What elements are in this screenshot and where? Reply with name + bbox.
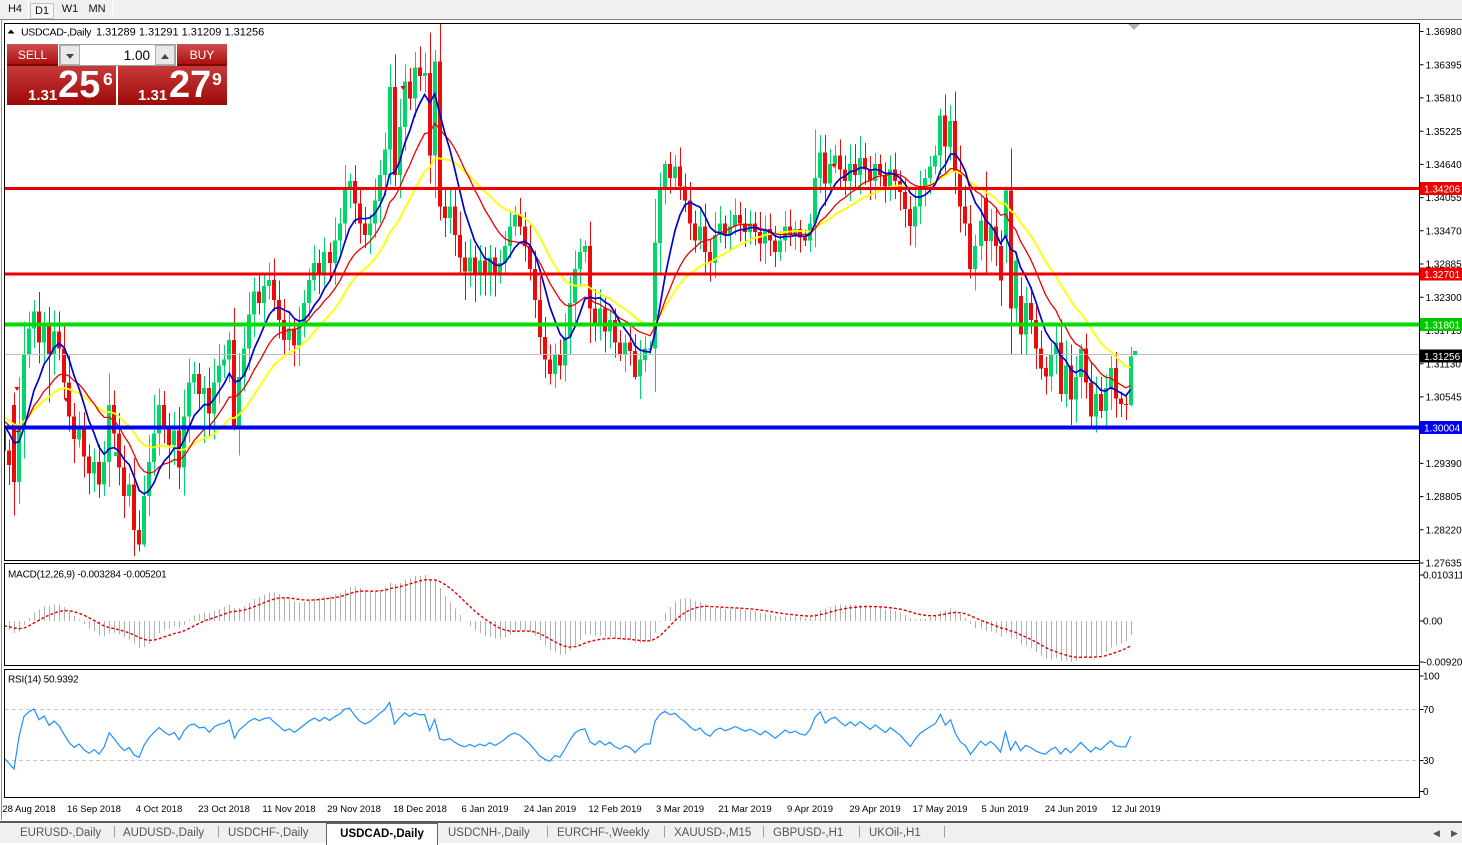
svg-text:1.31289 1.31291 1.31209 1.3125: 1.31289 1.31291 1.31209 1.31256 (96, 27, 264, 39)
svg-text:11 Nov 2018: 11 Nov 2018 (262, 804, 315, 815)
svg-text:1.36980: 1.36980 (1426, 27, 1462, 38)
svg-text:1.32701: 1.32701 (1424, 270, 1461, 281)
svg-text:0.010311: 0.010311 (1423, 571, 1462, 582)
svg-text:5 Jun 2019: 5 Jun 2019 (981, 804, 1028, 815)
svg-text:RSI(14) 50.9392: RSI(14) 50.9392 (8, 675, 79, 686)
svg-text:30: 30 (1423, 756, 1435, 767)
svg-text:1.34640: 1.34640 (1426, 160, 1462, 171)
svg-text:1.33470: 1.33470 (1426, 226, 1462, 237)
svg-text:1.35225: 1.35225 (1426, 127, 1462, 138)
svg-text:1.36395: 1.36395 (1426, 60, 1462, 71)
svg-text:1.30545: 1.30545 (1426, 393, 1462, 404)
svg-text:0.00: 0.00 (1423, 617, 1443, 628)
svg-text:24 Jun 2019: 24 Jun 2019 (1045, 804, 1097, 815)
svg-text:MACD(12,26,9) -0.003284 -0.005: MACD(12,26,9) -0.003284 -0.005201 (8, 570, 167, 581)
svg-text:6 Jan 2019: 6 Jan 2019 (461, 804, 508, 815)
svg-text:12 Feb 2019: 12 Feb 2019 (588, 804, 641, 815)
svg-text:28 Aug 2018: 28 Aug 2018 (2, 804, 55, 815)
svg-text:21 Mar 2019: 21 Mar 2019 (718, 804, 771, 815)
svg-text:1.30004: 1.30004 (1424, 423, 1461, 434)
svg-text:17 May 2019: 17 May 2019 (913, 804, 968, 815)
svg-text:3 Mar 2019: 3 Mar 2019 (656, 804, 704, 815)
svg-text:USDCAD-,Daily: USDCAD-,Daily (21, 27, 92, 39)
svg-text:0: 0 (1423, 787, 1429, 798)
svg-text:1.28805: 1.28805 (1426, 492, 1462, 503)
svg-text:12 Jul 2019: 12 Jul 2019 (1111, 804, 1160, 815)
svg-text:16 Sep 2018: 16 Sep 2018 (67, 804, 121, 815)
svg-text:23 Oct 2018: 23 Oct 2018 (198, 804, 250, 815)
svg-text:1.27635: 1.27635 (1426, 559, 1462, 570)
svg-text:9 Apr 2019: 9 Apr 2019 (787, 804, 833, 815)
svg-text:1.31256: 1.31256 (1424, 352, 1461, 363)
svg-text:1.34206: 1.34206 (1424, 184, 1461, 195)
svg-text:100: 100 (1423, 672, 1440, 683)
svg-text:-0.009203: -0.009203 (1423, 658, 1462, 669)
svg-text:29 Nov 2018: 29 Nov 2018 (327, 804, 381, 815)
svg-text:1.35810: 1.35810 (1426, 94, 1462, 105)
svg-text:29 Apr 2019: 29 Apr 2019 (849, 804, 900, 815)
svg-text:18 Dec 2018: 18 Dec 2018 (393, 804, 447, 815)
svg-text:1.29390: 1.29390 (1426, 459, 1462, 470)
svg-text:70: 70 (1423, 705, 1435, 716)
svg-text:1.28220: 1.28220 (1426, 525, 1462, 536)
svg-text:1.32300: 1.32300 (1426, 293, 1462, 304)
svg-text:24 Jan 2019: 24 Jan 2019 (524, 804, 576, 815)
svg-text:4 Oct 2018: 4 Oct 2018 (136, 804, 182, 815)
svg-text:1.31801: 1.31801 (1424, 320, 1461, 331)
